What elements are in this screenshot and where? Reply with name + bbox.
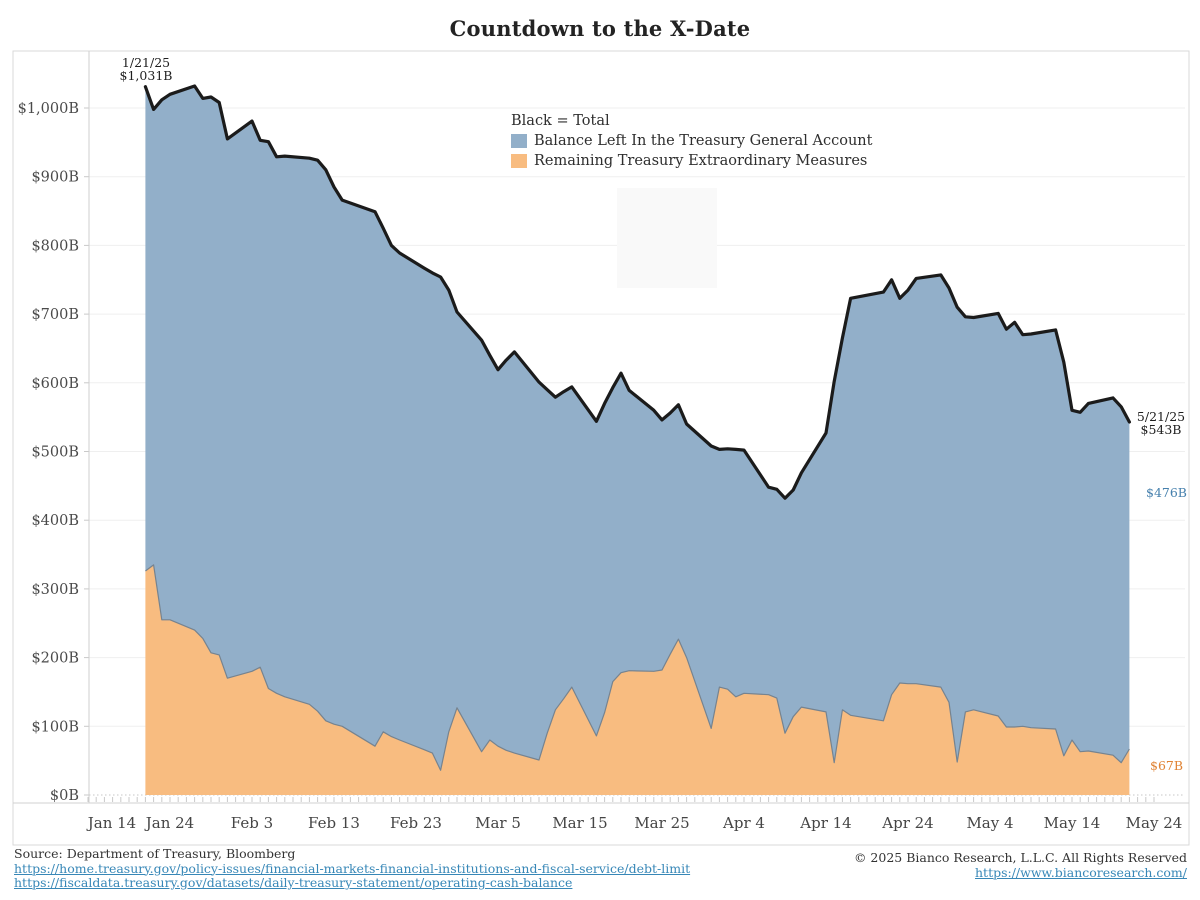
x-tick-label: Feb 3 [231, 814, 273, 832]
total-line [143, 84, 1131, 500]
y-tick-label: $400B [31, 513, 79, 529]
start-annotation-date: 1/21/25 [121, 55, 171, 70]
y-tick-label: $1,000B [18, 101, 79, 117]
measures-edge-line [145, 564, 1130, 771]
y-tick-label: $100B [31, 719, 79, 735]
x-tick-label: May 4 [966, 814, 1013, 832]
x-tick-label: Mar 25 [634, 814, 689, 832]
plot-frame [12, 50, 1190, 846]
x-tick-label: Feb 23 [390, 814, 442, 832]
x-tick-label: Apr 4 [722, 814, 765, 832]
watermark-box [617, 188, 717, 288]
x-tick-label: Mar 5 [475, 814, 521, 832]
measures-end-label: $67B [1150, 758, 1184, 773]
copyright-text: © 2025 Bianco Research, L.L.C. All Right… [853, 850, 1187, 865]
end-annotation-value: $543B [1140, 422, 1182, 437]
cash-balance-link[interactable]: https://fiscaldata.treasury.gov/datasets… [14, 875, 573, 890]
x-tick-label: Feb 13 [308, 814, 360, 832]
chart-svg: $0B $100B $200B $300B $400B $500B $600B $700B $8… [12, 50, 1190, 846]
chart-title: Countdown to the X-Date [449, 16, 751, 41]
legend-row-tga: Balance Left In the Treasury General Acc… [511, 131, 872, 151]
x-tick-label: May 24 [1126, 814, 1183, 832]
bianco-site-link[interactable]: https://www.biancoresearch.com/ [975, 864, 1187, 880]
y-tick-label: $700B [31, 307, 79, 323]
legend-row-measures: Remaining Treasury Extraordinary Measure… [511, 151, 872, 171]
debt-limit-link[interactable]: https://home.treasury.gov/policy-issues/… [14, 860, 691, 876]
y-tick-label: $0B [50, 788, 79, 804]
end-annotation: 5/21/25 $543B [1130, 410, 1192, 436]
x-tick-label: Mar 15 [552, 814, 607, 832]
copyright-block: © 2025 Bianco Research, L.L.C. All Right… [853, 850, 1187, 880]
legend-measures-label: Remaining Treasury Extraordinary Measure… [534, 153, 868, 169]
y-tick-label: $300B [31, 582, 79, 598]
source-block: Source: Department of Treasury, Bloomber… [14, 846, 691, 891]
chart-legend: Black = Total Balance Left In the Treasu… [511, 111, 872, 171]
x-tick-label: Jan 14 [86, 814, 136, 832]
x-tick-label: Jan 24 [144, 814, 194, 832]
start-annotation: 1/21/25 $1,031B [103, 56, 189, 82]
measures-swatch-icon [511, 154, 527, 168]
x-tick-label: Apr 14 [799, 814, 851, 832]
source-text: Source: Department of Treasury, Bloomber… [14, 846, 296, 861]
end-annotation-date: 5/21/25 [1136, 409, 1186, 424]
legend-total-label: Black = Total [511, 113, 610, 129]
x-tick-label: May 14 [1044, 814, 1101, 832]
x-tick-label: Apr 24 [881, 814, 933, 832]
y-tick-label: $800B [31, 238, 79, 254]
tga-end-label: $476B [1146, 485, 1187, 500]
tga-swatch-icon [511, 134, 527, 148]
legend-total-row: Black = Total [511, 111, 872, 131]
y-tick-label: $500B [31, 445, 79, 461]
y-tick-label: $200B [31, 651, 79, 667]
tga-area [145, 86, 1130, 771]
legend-tga-label: Balance Left In the Treasury General Acc… [534, 133, 873, 149]
y-tick-label: $900B [31, 170, 79, 186]
measures-area [145, 564, 1130, 795]
start-annotation-value: $1,031B [119, 68, 173, 83]
y-tick-label: $600B [31, 376, 79, 392]
